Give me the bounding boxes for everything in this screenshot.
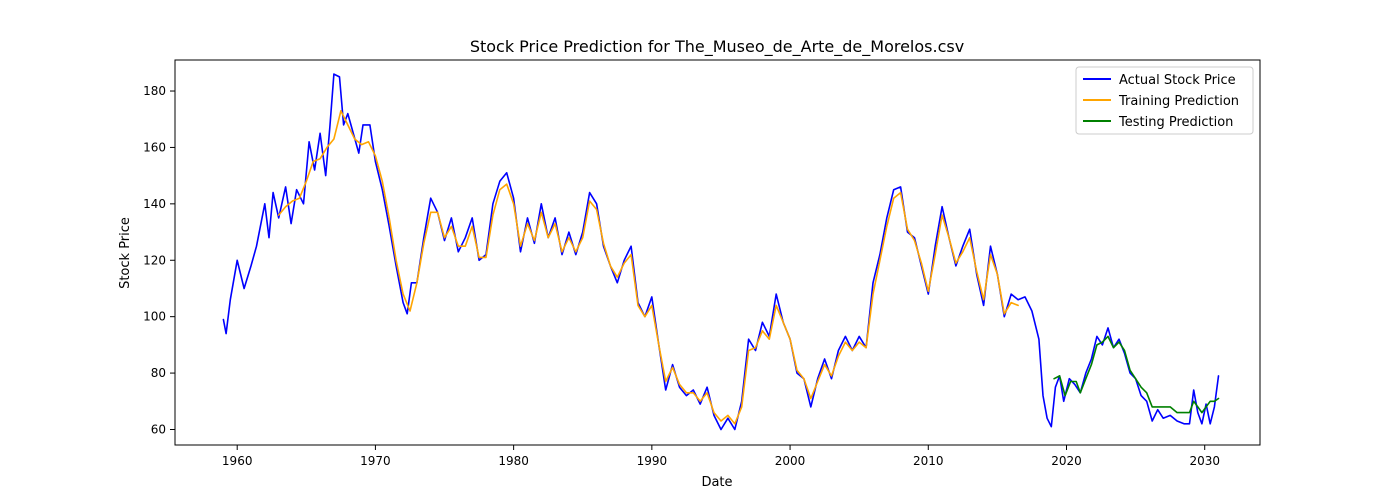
y-tick-label: 120	[143, 253, 166, 267]
y-axis-ticks: 60 80 100 120 140 160 180	[143, 84, 175, 436]
x-tick-label: 2010	[913, 454, 944, 468]
x-tick-label: 2020	[1051, 454, 1082, 468]
y-tick-label: 100	[143, 310, 166, 324]
legend-box	[1075, 66, 1254, 135]
plot-frame	[174, 59, 1261, 446]
x-axis-ticks: 1960 1970 1980 1990 2000 2010 2020 2030	[222, 445, 1220, 468]
series-line-actual	[222, 73, 1220, 431]
legend: Actual Stock Price Training Prediction T…	[1075, 66, 1254, 135]
y-axis-label: Stock Price	[118, 217, 133, 289]
y-tick-label: 140	[143, 197, 166, 211]
series-line-testing	[1053, 335, 1220, 414]
legend-label-training: Training Prediction	[1118, 94, 1239, 109]
legend-label-actual: Actual Stock Price	[1119, 73, 1236, 88]
y-tick-label: 60	[151, 422, 166, 436]
x-tick-label: 2000	[775, 454, 806, 468]
x-tick-label: 1990	[637, 454, 668, 468]
y-tick-label: 80	[151, 366, 166, 380]
series-layer	[222, 73, 1220, 431]
x-tick-label: 2030	[1189, 454, 1220, 468]
x-tick-label: 1980	[498, 454, 529, 468]
y-tick-label: 180	[143, 84, 166, 98]
x-tick-label: 1960	[222, 454, 253, 468]
chart-title: Stock Price Prediction for The_Museo_de_…	[470, 37, 964, 57]
y-tick-label: 160	[143, 140, 166, 154]
x-axis-label: Date	[701, 475, 732, 490]
legend-label-testing: Testing Prediction	[1118, 115, 1233, 130]
series-line-training	[277, 110, 1019, 425]
x-tick-label: 1970	[360, 454, 391, 468]
